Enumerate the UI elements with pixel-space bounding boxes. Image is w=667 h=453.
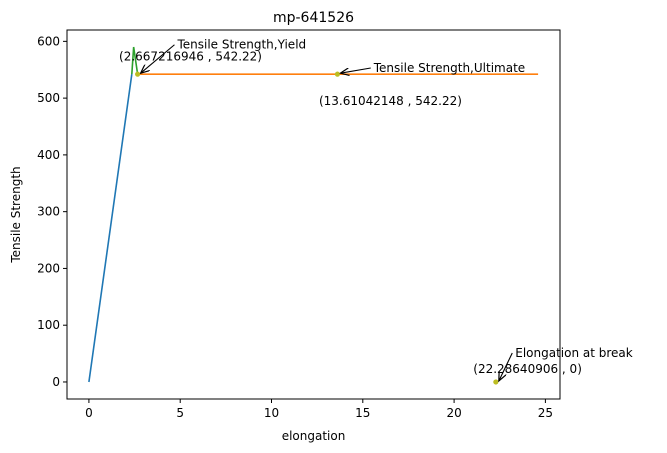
- ultimate-label-arrow: [340, 67, 371, 73]
- data-point-2: [334, 71, 341, 77]
- plot-area: 0 5 10 15 20 25 0 100 200 300 400 500 600 Tensile Str…: [37, 29, 633, 420]
- data-point-1: [135, 71, 141, 77]
- yield-label-arrow: [141, 44, 175, 73]
- series-line-2: [131, 46, 139, 75]
- y-tick-label: 200: [37, 261, 60, 275]
- y-tick-label: 0: [52, 375, 60, 389]
- break-label-arrow: [499, 352, 513, 381]
- x-tick-label: 10: [264, 406, 279, 420]
- series-line-1: [88, 74, 133, 383]
- ultimate-label: Tensile Strength,Ultimate: [373, 61, 525, 75]
- plot-frame: [66, 29, 561, 400]
- x-axis-title: elongation: [282, 429, 346, 443]
- x-tick-label: 15: [355, 406, 370, 420]
- break-value: (22.28640906 , 0): [473, 362, 582, 376]
- ultimate-value: (13.61042148 , 542.22): [319, 94, 462, 108]
- data-point-3: [493, 379, 499, 385]
- x-tick-label: 0: [85, 406, 93, 420]
- y-axis-title: Tensile Strength: [9, 166, 23, 263]
- y-tick-label: 100: [37, 318, 60, 332]
- yield-label: Tensile Strength,Yield: [176, 38, 306, 52]
- yield-value: (2.667216946 , 542.22): [119, 50, 262, 64]
- y-tick-label: 600: [37, 34, 60, 48]
- chart-title: mp-641526: [273, 10, 354, 26]
- y-tick-label: 500: [37, 91, 60, 105]
- y-tick-label: 400: [37, 148, 60, 162]
- x-tick-label: 5: [176, 406, 184, 420]
- x-tick-label: 20: [446, 406, 461, 420]
- x-tick-label: 25: [538, 406, 553, 420]
- y-tick-label: 300: [37, 205, 60, 219]
- break-label: Elongation at break: [515, 346, 633, 360]
